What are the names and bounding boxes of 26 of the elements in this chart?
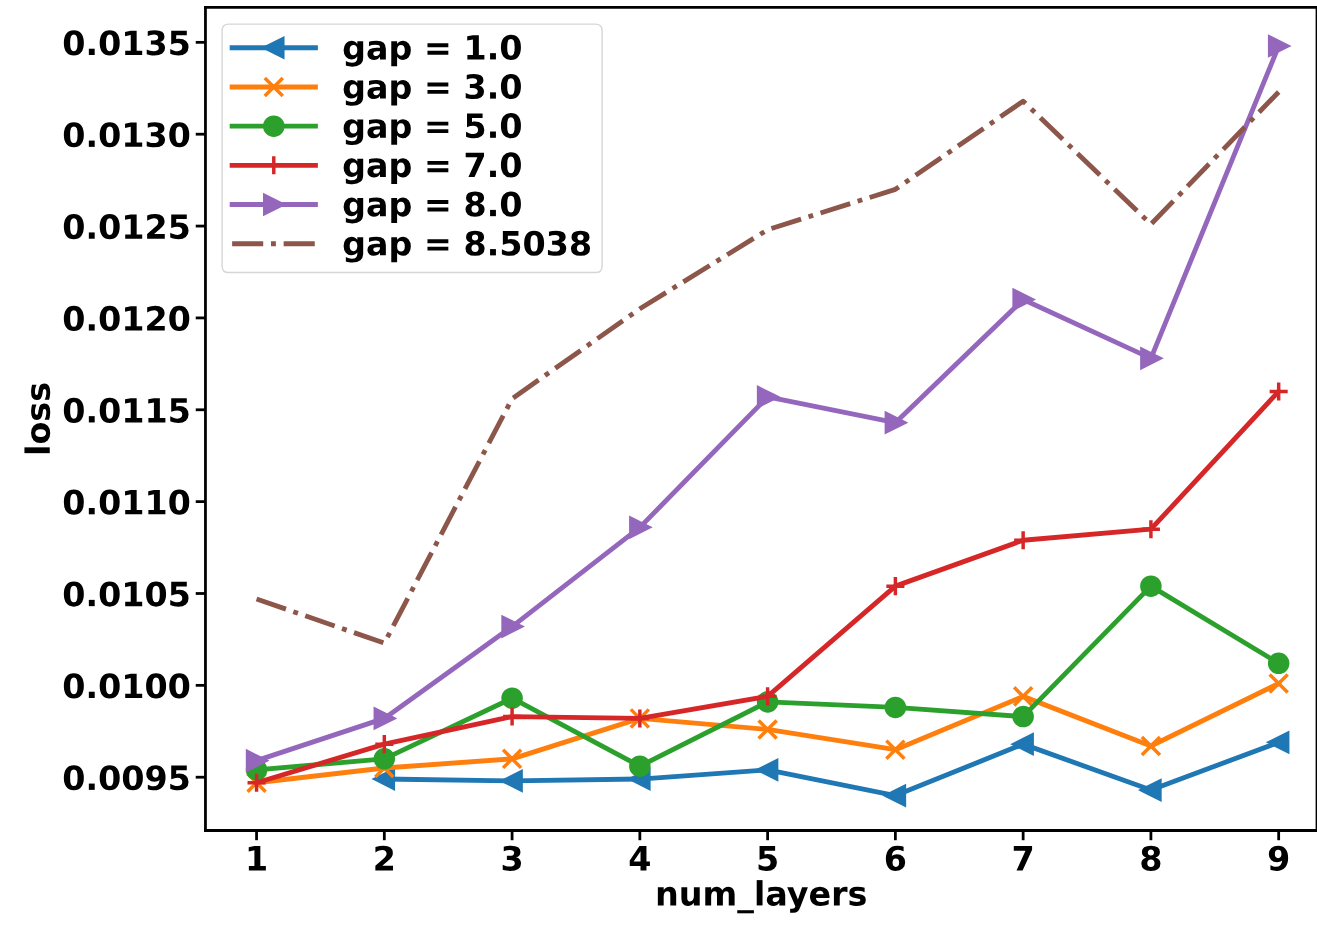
x-tick-label: 1 [248,846,266,871]
y-tick-label: 0.0130 [63,122,190,148]
legend-label: gap = 7.0 [343,152,521,185]
y-tick-label: 0.0135 [63,30,189,56]
x-tick-label: 4 [629,846,650,871]
y-tick-label: 0.0110 [63,489,190,515]
x-tick-label: 5 [758,846,777,871]
x-axis-title: num_layers [657,880,866,914]
x-tick-label: 7 [1013,846,1033,871]
x-tick-label: 8 [1141,845,1161,871]
legend-label: gap = 5.0 [343,113,521,145]
y-tick-label: 0.0105 [63,581,189,607]
y-axis-title: loss [24,383,51,454]
x-tick-label: 9 [1268,845,1289,871]
x-tick-label: 2 [375,845,394,871]
y-tick-label: 0.0100 [63,673,190,699]
y-tick-label: 0.0125 [63,213,189,240]
y-tick-label: 0.0120 [63,305,190,332]
legend-label: gap = 8.0 [343,191,521,224]
y-tick-label: 0.0095 [63,765,189,791]
legend-label: gap = 3.0 [343,73,521,106]
x-tick-label: 6 [885,845,906,871]
x-tick-label: 3 [502,845,522,871]
legend-label: gap = 8.5038 [343,230,591,263]
legend-label: gap = 1.0 [343,34,521,67]
y-tick-label: 0.0115 [63,397,189,423]
